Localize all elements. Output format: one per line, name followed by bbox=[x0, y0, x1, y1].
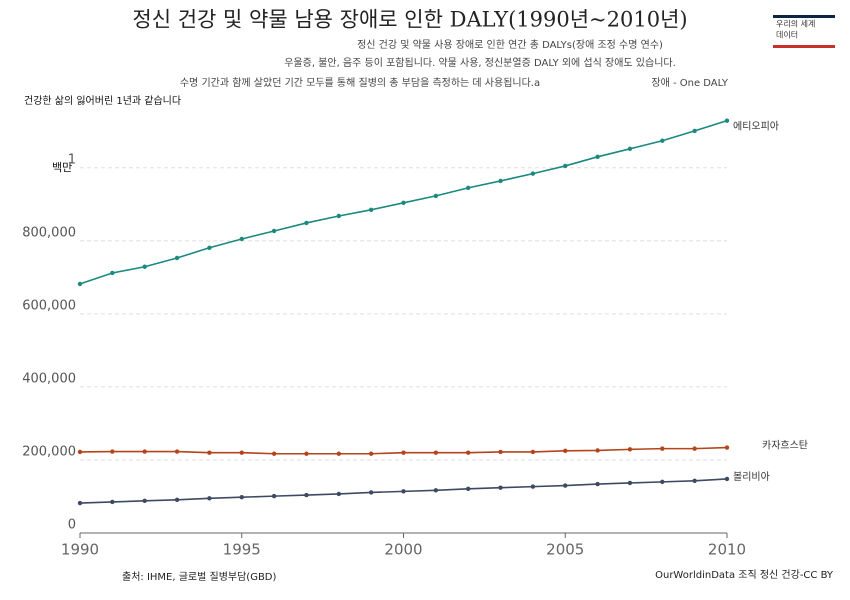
y-tick-label: 1 bbox=[68, 152, 76, 167]
point bbox=[336, 451, 341, 456]
point bbox=[530, 449, 536, 455]
point bbox=[77, 281, 83, 287]
point bbox=[530, 484, 536, 489]
point bbox=[271, 493, 277, 499]
point bbox=[660, 479, 665, 485]
point bbox=[563, 163, 568, 169]
point bbox=[304, 492, 309, 498]
point bbox=[304, 220, 309, 226]
point bbox=[498, 449, 503, 455]
point bbox=[174, 497, 180, 502]
point bbox=[142, 264, 147, 269]
point bbox=[239, 236, 244, 242]
note: 건강한 삶의 잃어버린 1년과 같습니다 bbox=[24, 95, 181, 107]
point bbox=[110, 499, 115, 505]
point bbox=[174, 449, 180, 454]
point bbox=[207, 450, 212, 455]
x-tick-label: 2010 bbox=[708, 541, 746, 559]
point bbox=[466, 486, 471, 492]
point bbox=[627, 480, 633, 486]
point bbox=[207, 245, 212, 250]
x-tick-label: 1990 bbox=[61, 541, 99, 559]
chart-title: 정신 건강 및 약물 남용 장애로 인한 DALY(1990년~2010년) bbox=[132, 8, 687, 32]
point bbox=[77, 500, 83, 506]
point bbox=[207, 496, 212, 501]
point bbox=[595, 154, 600, 160]
point bbox=[239, 450, 244, 455]
point bbox=[595, 481, 600, 487]
point bbox=[595, 448, 600, 453]
y-tick-label: 0 bbox=[68, 518, 76, 533]
point bbox=[174, 255, 180, 261]
point bbox=[110, 449, 115, 454]
point bbox=[530, 171, 536, 176]
source: 출처: IHME, 글로벌 질병부담(GBD) bbox=[122, 571, 277, 583]
y-tick-label: 800,000 bbox=[22, 225, 76, 240]
point bbox=[627, 146, 633, 151]
point bbox=[498, 178, 503, 184]
point bbox=[692, 478, 697, 483]
point bbox=[239, 495, 244, 500]
x-tick-label: 1995 bbox=[223, 541, 261, 559]
credit: OurWorldinData 조직 정신 건강-CC BY bbox=[655, 569, 834, 581]
logo-text: 데이터 bbox=[776, 30, 798, 40]
point bbox=[627, 447, 633, 452]
point bbox=[724, 476, 730, 482]
point bbox=[368, 490, 374, 495]
note: 장애 - One DALY bbox=[651, 77, 729, 89]
subtitle: 정신 건강 및 약물 사용 장애로 인한 연간 총 DALYs(장애 조정 수명… bbox=[357, 39, 663, 51]
point bbox=[368, 207, 374, 212]
point bbox=[401, 200, 406, 206]
point bbox=[724, 118, 730, 123]
subtitle: 수명 기간과 함께 살았던 기간 모두를 통해 질병의 총 부담을 측정하는 데… bbox=[180, 76, 540, 89]
point bbox=[433, 488, 439, 493]
point bbox=[142, 449, 147, 454]
series-label: 에티오피아 bbox=[733, 121, 779, 133]
point bbox=[110, 270, 115, 276]
y-tick-label: 600,000 bbox=[22, 298, 76, 313]
x-tick-label: 2000 bbox=[384, 541, 422, 559]
point bbox=[660, 138, 665, 143]
point bbox=[498, 485, 503, 490]
logo-bar bbox=[773, 15, 835, 18]
point bbox=[304, 451, 309, 456]
y-tick-label: 200,000 bbox=[22, 444, 76, 459]
point bbox=[724, 445, 730, 450]
point bbox=[368, 451, 374, 456]
series-label: 볼리비아 bbox=[733, 471, 770, 483]
point bbox=[433, 450, 439, 455]
point bbox=[77, 449, 83, 455]
subtitle: 우울증, 불안, 음주 등이 포함됩니다. 약물 사용, 정신분열증 DALY … bbox=[284, 56, 676, 69]
point bbox=[401, 489, 406, 494]
point bbox=[692, 446, 697, 451]
point bbox=[466, 450, 471, 455]
point bbox=[336, 213, 341, 219]
series-label: 카자흐스탄 bbox=[762, 440, 808, 452]
point bbox=[271, 228, 277, 234]
point bbox=[142, 498, 147, 504]
point bbox=[433, 193, 439, 199]
point bbox=[401, 450, 406, 455]
y-tick-label: 400,000 bbox=[22, 371, 76, 386]
x-tick-label: 2005 bbox=[546, 541, 584, 559]
point bbox=[563, 483, 568, 488]
point bbox=[660, 446, 665, 451]
point bbox=[336, 491, 341, 497]
logo-bar bbox=[773, 45, 835, 48]
point bbox=[692, 128, 697, 134]
y-unit: 백만 bbox=[52, 161, 72, 174]
point bbox=[271, 451, 277, 456]
logo-text: 우리의 세계 bbox=[776, 19, 815, 29]
point bbox=[466, 185, 471, 191]
point bbox=[563, 448, 568, 454]
